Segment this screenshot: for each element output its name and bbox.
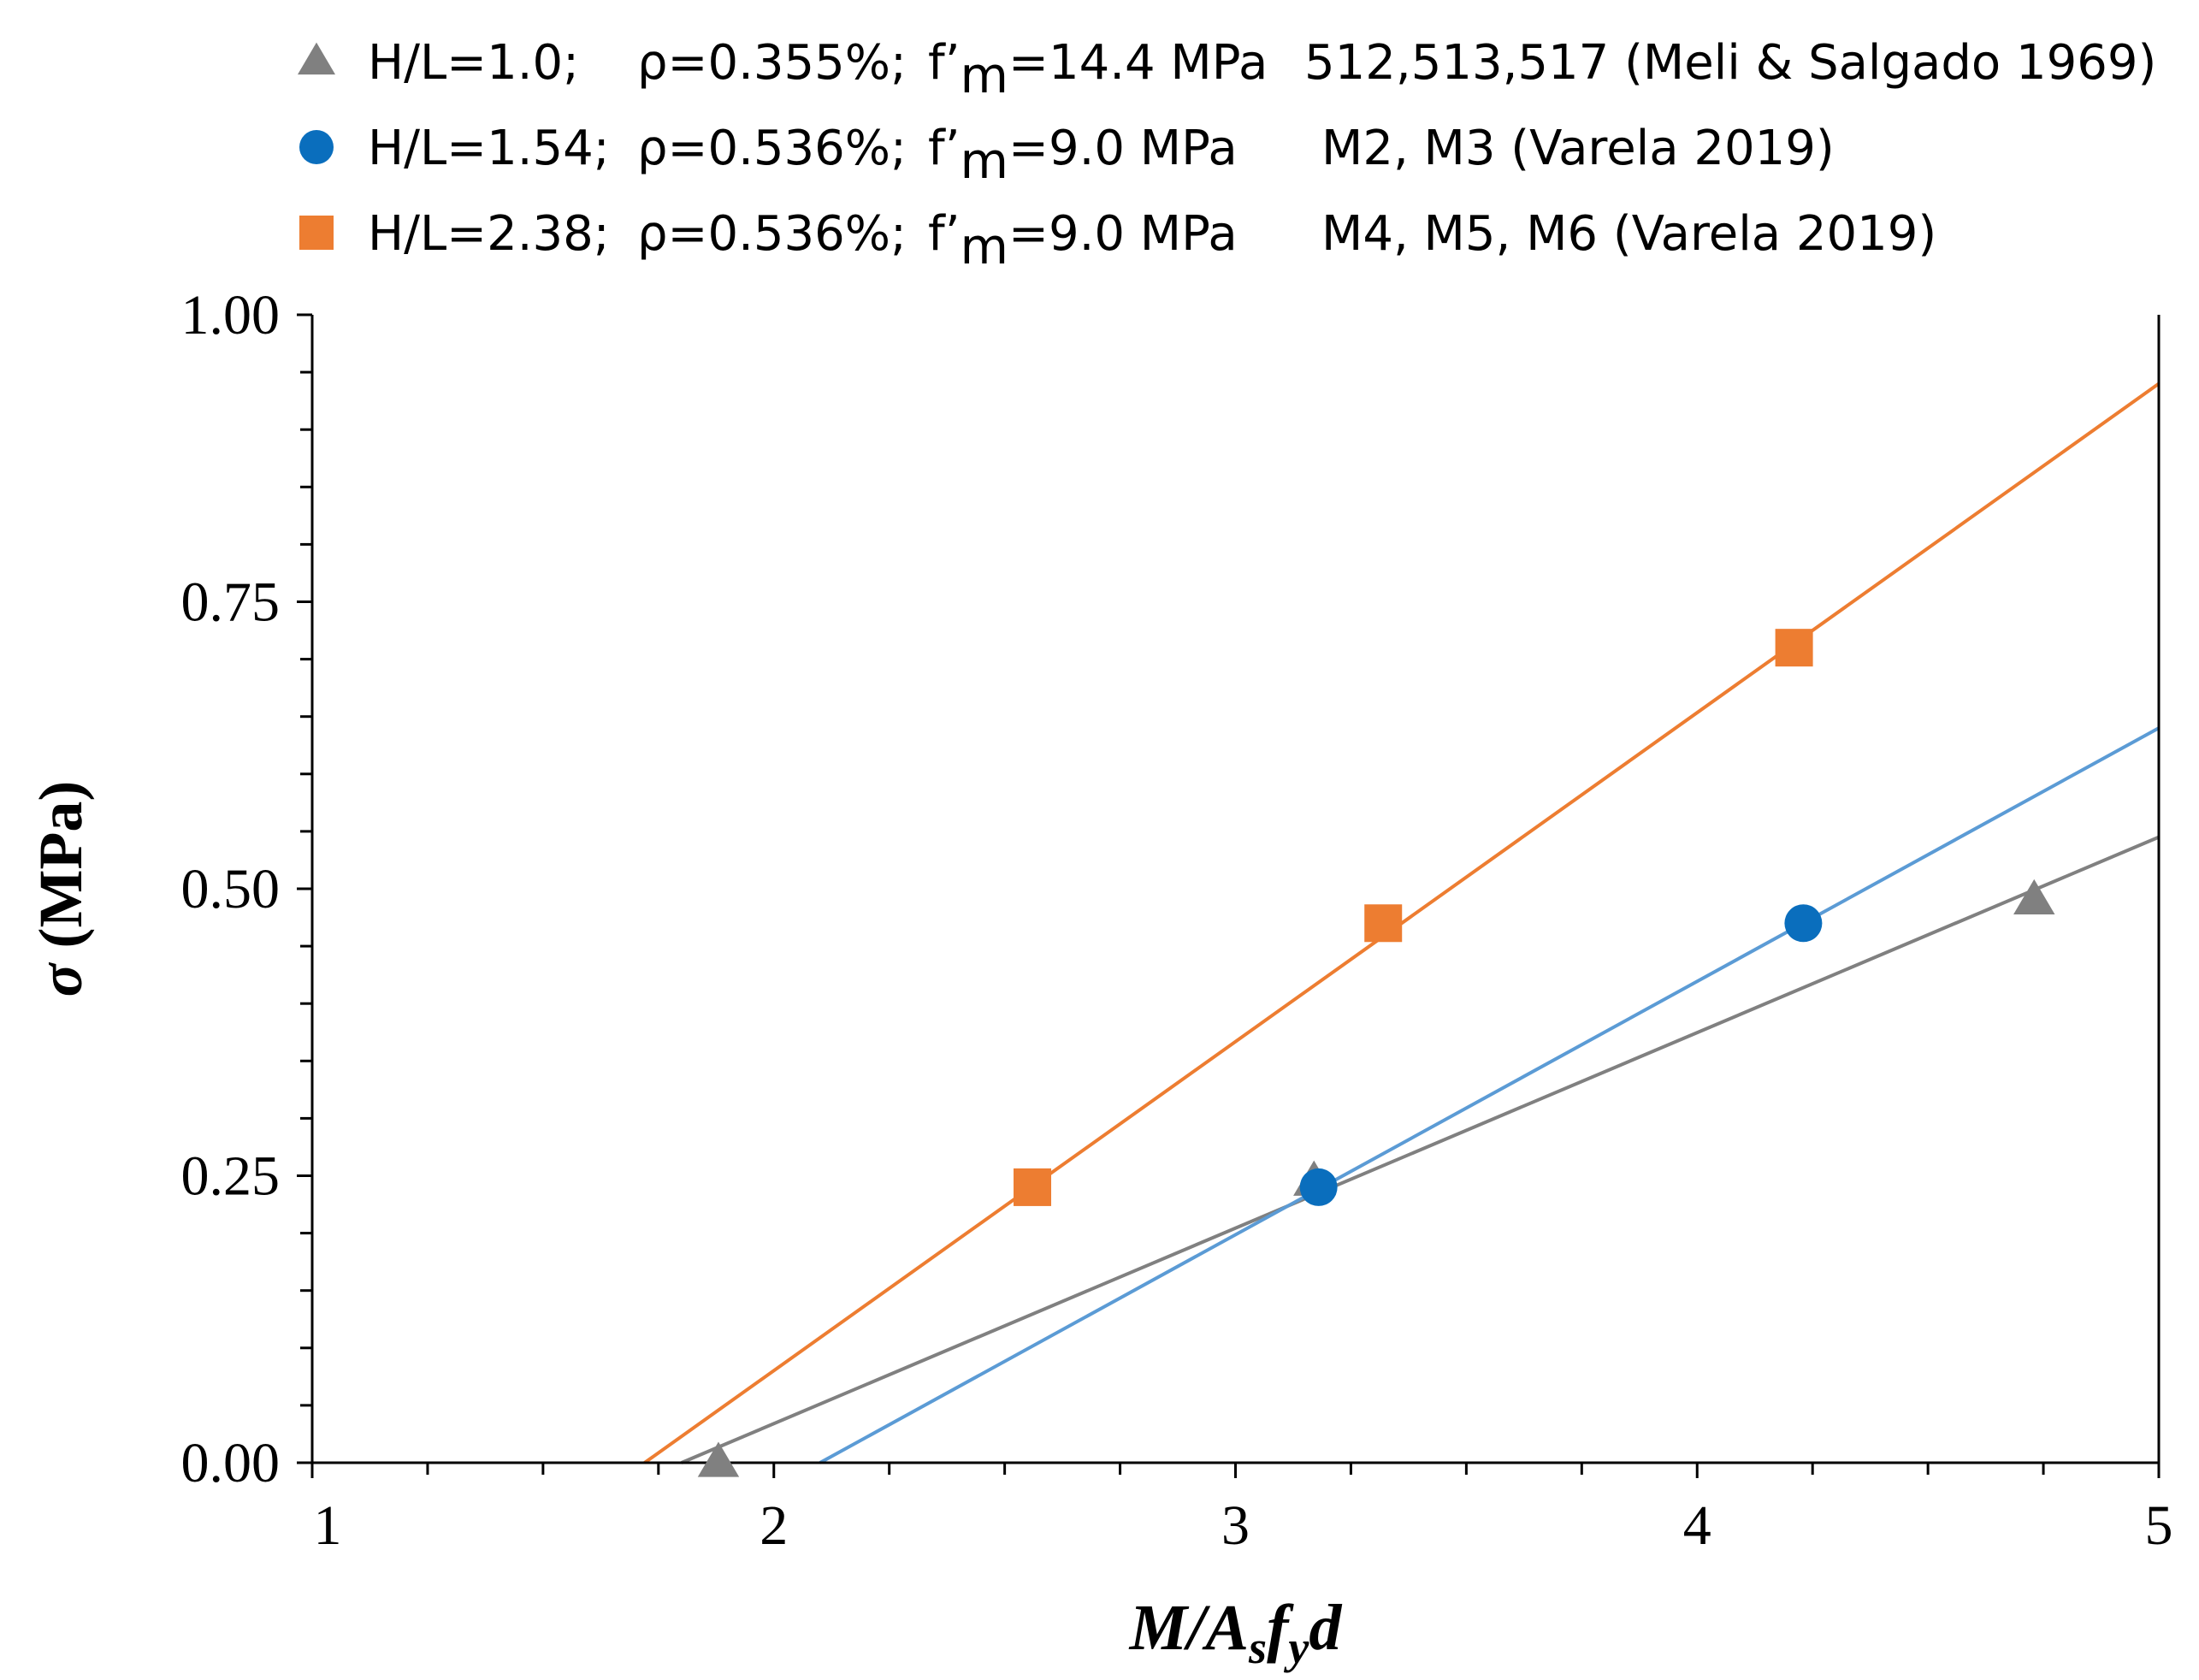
y-title-symbol: σ	[27, 961, 95, 997]
y-axis-title: σ (MPa)	[27, 781, 95, 997]
data-point-series-3	[1364, 904, 1403, 943]
data-point-series-3	[1775, 629, 1813, 667]
legend-marker-2	[299, 130, 334, 164]
x-tick-label: 4	[1683, 1494, 1711, 1557]
legend: H/L=1.0; ρ=0.355%; f’m=14.4 MPa 512,513,517…	[298, 35, 2156, 275]
data-point-series-3	[1014, 1168, 1052, 1206]
legend-hl-1: H/L=1.0;	[368, 35, 579, 91]
x-tick-label: 1	[314, 1494, 342, 1557]
axis-labels: 0.00 0.25 0.50 0.75 1.00 1 2 3 4 5 M/Asfyd σ (MPa)	[27, 284, 2173, 1673]
legend-fm-3: f’m=9.0 MPa	[928, 206, 1238, 275]
data-markers	[697, 629, 2055, 1477]
x-tick-label: 3	[1221, 1494, 1250, 1557]
y-tick-label: 0.25	[181, 1145, 281, 1208]
data-point-series-2	[1299, 1168, 1338, 1206]
x-title-sub-s: s	[1248, 1622, 1267, 1673]
legend-source-1: 512,513,517 (Meli & Salgado 1969)	[1304, 35, 2156, 91]
legend-fm-value: =9.0 MPa	[1008, 121, 1238, 176]
y-title-unit: (MPa)	[27, 781, 95, 964]
legend-fm-prefix: f’	[928, 35, 961, 91]
x-title-main: M/A	[1129, 1592, 1249, 1664]
legend-rho-3: ρ=0.536%;	[637, 206, 907, 262]
fit-line-series-2	[819, 726, 2160, 1464]
legend-fm-sub: m	[961, 46, 1009, 104]
legend-fm-prefix: f’	[928, 206, 961, 262]
axes	[297, 313, 2161, 1478]
x-axis-title: M/Asfyd	[1129, 1592, 1343, 1673]
data-point-series-1	[697, 1441, 740, 1477]
legend-rho-2: ρ=0.536%;	[637, 121, 907, 176]
legend-fm-prefix: f’	[928, 121, 961, 176]
legend-hl-3: H/L=2.38;	[368, 206, 610, 262]
y-tick-label: 1.00	[181, 284, 281, 346]
legend-fm-1: f’m=14.4 MPa	[928, 35, 1268, 104]
legend-fm-sub: m	[961, 217, 1009, 275]
legend-source-3: M4, M5, M6 (Varela 2019)	[1321, 206, 1936, 262]
legend-fm-2: f’m=9.0 MPa	[928, 121, 1238, 190]
x-title-d: d	[1309, 1592, 1342, 1664]
legend-source-2: M2, M3 (Varela 2019)	[1321, 121, 1835, 176]
data-point-series-2	[1784, 904, 1823, 943]
fit-line-series-1	[681, 835, 2160, 1464]
legend-fm-sub: m	[961, 132, 1009, 190]
legend-fm-value: =9.0 MPa	[1008, 206, 1238, 262]
x-tick-label: 2	[760, 1494, 788, 1557]
y-tick-label: 0.75	[181, 571, 281, 634]
y-tick-label: 0.00	[181, 1432, 281, 1494]
x-tick-label: 5	[2145, 1494, 2173, 1557]
legend-marker-1	[298, 42, 335, 75]
legend-rho-1: ρ=0.355%;	[637, 35, 907, 91]
legend-fm-value: =14.4 MPa	[1008, 35, 1268, 91]
x-title-sub-y: y	[1283, 1622, 1309, 1673]
legend-hl-2: H/L=1.54;	[368, 121, 610, 176]
legend-marker-3	[299, 216, 334, 250]
data-point-series-1	[2013, 878, 2055, 915]
y-tick-label: 0.50	[181, 858, 281, 920]
